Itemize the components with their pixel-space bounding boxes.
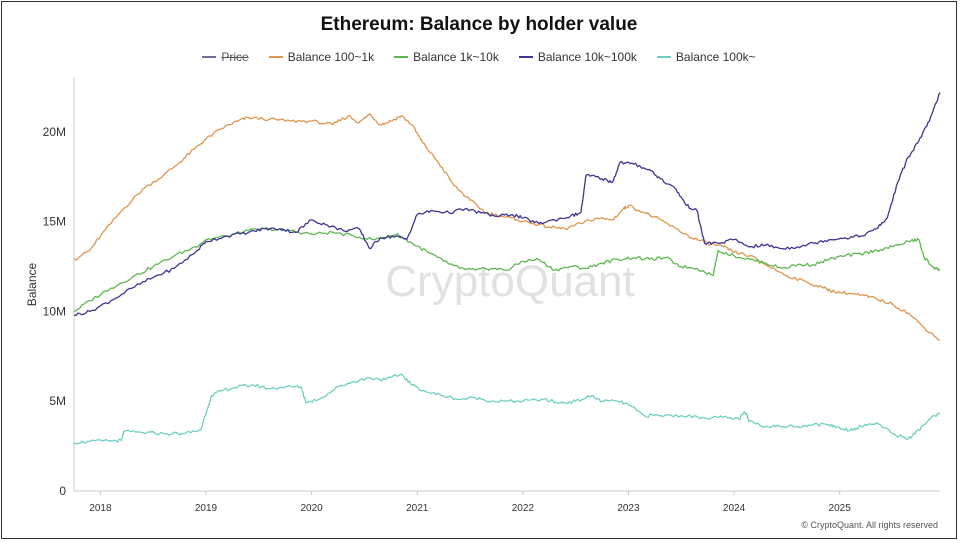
legend-item[interactable]: Balance 1k~10k [394,50,499,64]
x-tick-label: 2023 [617,503,640,514]
chart-legend: Price Balance 100~1k Balance 1k~10k Balance… [0,47,958,67]
x-tick-label: 2025 [829,503,852,514]
copyright-footer: © CryptoQuant. All rights reserved [801,520,938,530]
x-tick-label: 2021 [406,503,429,514]
legend-swatch [518,56,533,58]
legend-item[interactable]: Price [202,50,249,64]
legend-item[interactable]: Balance 10k~100k [518,50,637,64]
legend-swatch [394,56,409,58]
y-tick-label: 10M [43,304,66,318]
y-tick-label: 5M [49,394,66,408]
series-line-balance-1k-10k [73,227,941,313]
series-line-balance-100-1k [73,113,941,341]
legend-swatch [268,56,283,58]
x-tick-label: 2018 [89,503,112,514]
x-tick-label: 2024 [723,503,746,514]
legend-label: Price [221,50,249,64]
y-tick-label: 15M [43,215,66,229]
series-line-balance-10k-100k [73,92,941,317]
y-tick-label: 0 [59,484,66,498]
legend-label: Balance 1k~10k [413,50,499,64]
legend-swatch [656,56,671,58]
legend-item[interactable]: Balance 100~1k [268,50,375,64]
legend-item[interactable]: Balance 100k~ [656,50,756,64]
legend-label: Balance 100k~ [675,50,756,64]
legend-label: Balance 10k~100k [537,50,637,64]
y-tick-label: 20M [43,125,66,139]
legend-label: Balance 100~1k [287,50,375,64]
series-line-balance-100k [73,373,941,445]
x-tick-label: 2022 [512,503,535,514]
chart-title: Ethereum: Balance by holder value [320,14,638,35]
x-tick-label: 2020 [300,503,323,514]
y-axis-label: Balance [25,262,39,306]
x-tick-label: 2019 [195,503,218,514]
legend-swatch [202,56,217,58]
